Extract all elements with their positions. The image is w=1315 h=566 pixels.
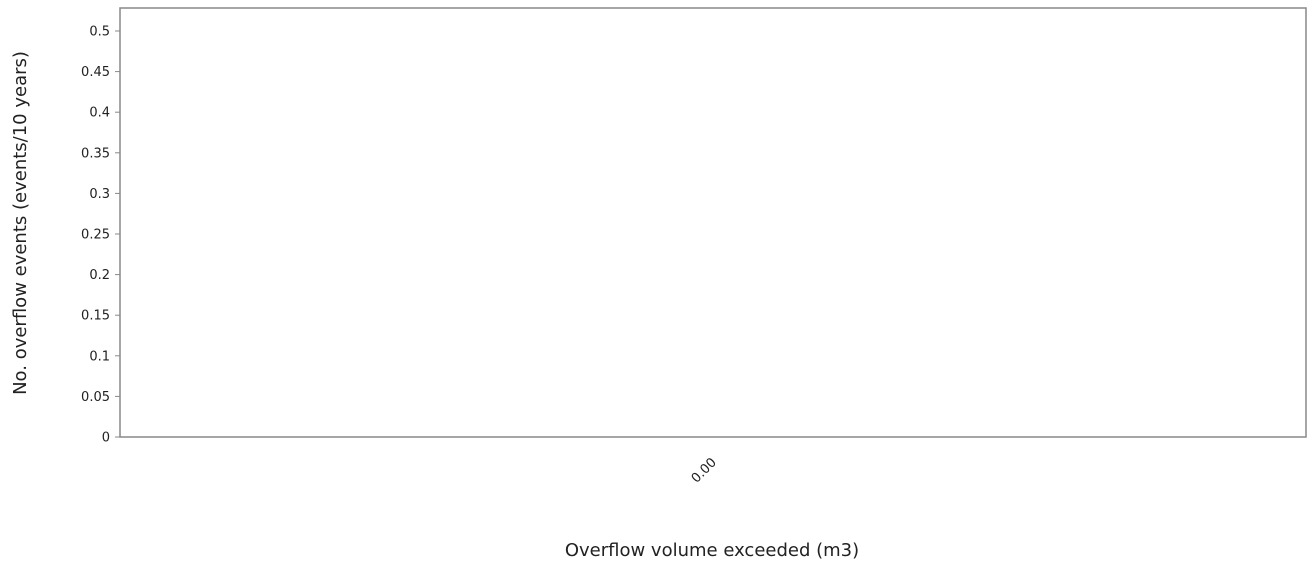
y-axis-title: No. overflow events (events/10 years) xyxy=(10,51,31,395)
y-tick-label: 0.4 xyxy=(89,106,110,121)
y-tick-label: 0.35 xyxy=(81,146,110,161)
y-tick-label: 0.15 xyxy=(81,309,110,324)
y-tick-label: 0.25 xyxy=(81,228,110,243)
plot-area-frame xyxy=(119,7,1307,438)
y-axis: 0 0.05 0.1 0.15 0.2 0.25 0.3 0.35 0.4 0.45 0.5 xyxy=(81,25,120,446)
y-tick-label: 0.2 xyxy=(89,268,110,283)
x-tick-label: 0.00 xyxy=(689,455,720,486)
y-tick-label: 0 xyxy=(102,431,110,446)
x-axis-title: Overflow volume exceeded (m3) xyxy=(565,540,859,561)
y-tick-label: 0.45 xyxy=(81,65,110,80)
x-axis: 0.00 xyxy=(689,455,720,486)
y-tick-label: 0.05 xyxy=(81,390,110,405)
y-tick-label: 0.3 xyxy=(89,187,110,202)
y-tick-label: 0.1 xyxy=(89,349,110,364)
y-tick-label: 0.5 xyxy=(89,25,110,40)
